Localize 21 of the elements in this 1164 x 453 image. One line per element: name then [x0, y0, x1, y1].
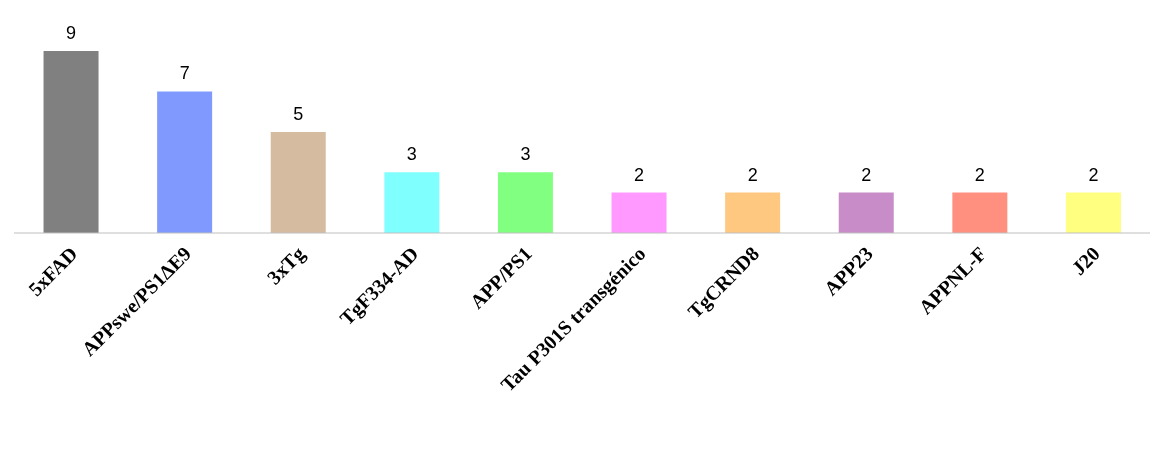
- bar: [611, 192, 667, 233]
- data-label: 7: [179, 63, 190, 84]
- data-label: 3: [520, 144, 531, 165]
- bar: [384, 172, 440, 233]
- bar: [157, 91, 213, 233]
- x-tick-label: J20: [1067, 242, 1105, 280]
- data-label: 3: [406, 144, 417, 165]
- bar: [952, 192, 1008, 233]
- bar: [497, 172, 553, 233]
- data-label: 2: [747, 164, 758, 185]
- bar: [838, 192, 894, 233]
- bar: [1065, 192, 1121, 233]
- data-label: 2: [1088, 164, 1099, 185]
- data-label: 9: [66, 23, 77, 43]
- data-label: 2: [861, 164, 872, 185]
- data-label: 2: [974, 164, 985, 185]
- bar: [43, 51, 99, 233]
- data-label: 5: [293, 103, 304, 124]
- bar: [270, 131, 326, 233]
- data-label: 2: [634, 164, 645, 185]
- bar: [725, 192, 781, 233]
